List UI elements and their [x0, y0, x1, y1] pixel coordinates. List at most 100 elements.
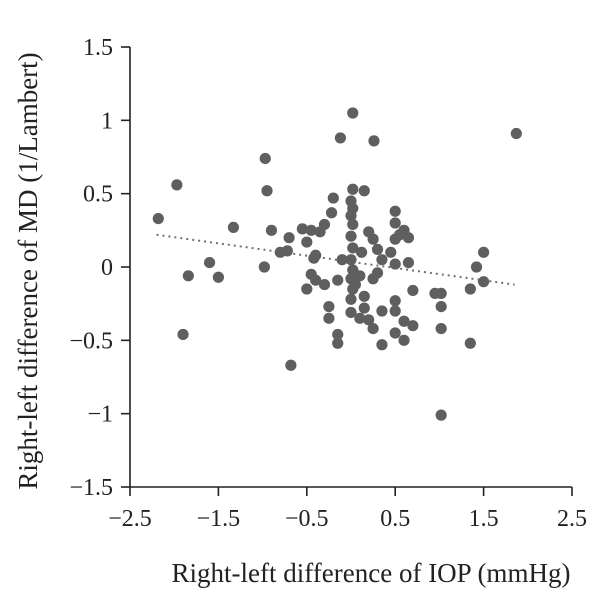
x-tick-label: 2.5: [557, 506, 587, 532]
data-point: [318, 279, 331, 291]
data-point: [325, 207, 338, 219]
data-point: [510, 127, 522, 140]
data-point: [354, 270, 366, 282]
data-point: [389, 233, 401, 245]
data-point: [259, 152, 271, 165]
data-point: [345, 254, 357, 266]
data-point: [334, 132, 346, 144]
data-point: [464, 283, 476, 295]
data-point: [389, 205, 401, 217]
data-point: [354, 312, 366, 324]
data-point: [367, 233, 379, 245]
data-point: [212, 271, 224, 283]
data-point: [435, 287, 447, 299]
y-tick-label: 0.5: [83, 182, 113, 208]
data-point: [285, 359, 297, 371]
data-point: [363, 314, 375, 326]
data-point: [203, 257, 216, 269]
y-axis-title: Right-left difference of MD (1/Lambert): [13, 52, 43, 489]
x-tick-label: −2.5: [108, 506, 152, 532]
data-point: [345, 306, 357, 319]
data-point: [301, 236, 313, 248]
data-point: [376, 339, 388, 351]
data-point: [376, 254, 388, 266]
data-point: [323, 312, 335, 324]
data-point: [261, 185, 273, 197]
data-point: [345, 210, 357, 222]
data-point: [435, 301, 447, 313]
data-point: [389, 327, 401, 339]
data-point: [402, 257, 415, 269]
data-point: [182, 270, 194, 282]
data-point: [345, 293, 357, 305]
data-point: [385, 246, 397, 258]
trend-line: [156, 233, 515, 286]
data-point: [305, 224, 317, 236]
y-tick-label: 0: [101, 255, 113, 281]
data-point: [152, 213, 164, 225]
data-point: [368, 135, 380, 147]
data-point: [347, 183, 359, 195]
data-point: [347, 218, 359, 231]
data-point: [258, 261, 270, 273]
data-point: [323, 301, 335, 313]
x-tick-label: −1.5: [197, 506, 241, 532]
data-point: [349, 279, 362, 291]
data-point: [470, 261, 483, 273]
data-point: [296, 223, 308, 235]
y-tick-label: −1: [87, 402, 113, 428]
data-point: [265, 224, 278, 236]
data-point: [281, 245, 293, 257]
data-point: [336, 254, 348, 266]
x-axis-ticks: −2.5 −1.5 −0.5 0.5 1.5 2.5: [108, 487, 587, 532]
data-point: [389, 295, 401, 307]
data-point: [318, 218, 331, 231]
data-point: [398, 315, 410, 327]
data-point: [435, 323, 447, 335]
data-point: [367, 323, 379, 335]
data-point: [301, 283, 313, 295]
y-tick-label: 1: [101, 108, 113, 134]
data-point: [345, 230, 357, 242]
data-point: [171, 179, 183, 191]
data-point: [177, 328, 189, 341]
data-point: [283, 232, 295, 244]
data-points: [152, 107, 522, 421]
data-point: [327, 192, 339, 204]
x-axis-title: Right-left difference of IOP (mmHg): [172, 558, 571, 588]
data-point: [389, 217, 401, 229]
data-point: [310, 249, 322, 261]
data-point: [332, 274, 344, 286]
data-point: [227, 221, 240, 233]
data-point: [407, 284, 419, 297]
y-axis-ticks: 1.5 1 0.5 0 −0.5 −1 −1.5: [69, 35, 130, 501]
data-point: [347, 242, 359, 254]
data-point: [358, 290, 370, 302]
data-point: [310, 274, 322, 286]
x-tick-label: 1.5: [469, 506, 499, 532]
data-point: [464, 337, 476, 349]
data-point: [407, 320, 419, 332]
x-tick-label: 0.5: [380, 506, 410, 532]
y-tick-label: 1.5: [83, 35, 113, 61]
data-point: [358, 302, 370, 314]
data-point: [371, 267, 384, 279]
data-point: [356, 246, 368, 258]
y-tick-label: −1.5: [69, 475, 113, 501]
data-point: [478, 246, 490, 258]
data-point: [402, 232, 415, 244]
x-tick-label: −0.5: [285, 506, 329, 532]
data-point: [478, 276, 490, 288]
data-point: [358, 185, 370, 197]
data-point: [371, 243, 384, 255]
data-point: [376, 305, 388, 317]
data-point: [332, 337, 344, 349]
data-point: [347, 107, 359, 119]
data-point: [332, 328, 344, 341]
y-tick-label: −0.5: [69, 328, 113, 354]
data-point: [389, 258, 401, 270]
data-point: [435, 409, 447, 421]
data-point: [389, 305, 401, 317]
